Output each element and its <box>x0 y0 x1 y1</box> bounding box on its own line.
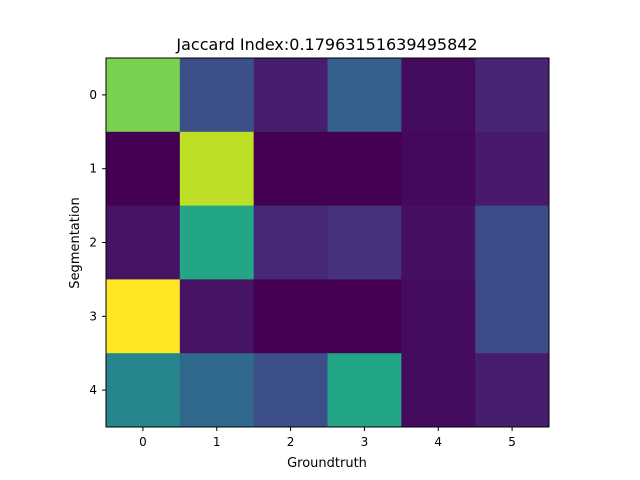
heatmap-cell-r3-c5 <box>475 279 550 354</box>
x-tick-label: 3 <box>361 435 369 449</box>
heatmap-cell-r3-c1 <box>179 279 255 354</box>
heatmap-cell-r4-c3 <box>327 353 402 428</box>
y-tick-label: 0 <box>89 88 97 102</box>
y-tick-label: 2 <box>89 236 97 250</box>
heatmap-cell-r4-c0 <box>106 353 181 428</box>
heatmap-cell-r1-c1 <box>179 131 255 207</box>
heatmap-cell-r1-c4 <box>401 131 476 207</box>
heatmap-cell-r1-c2 <box>253 131 328 207</box>
heatmap-cell-r0-c3 <box>327 58 402 133</box>
y-tick-label: 1 <box>89 162 97 176</box>
heatmap-cell-r3-c3 <box>327 279 402 354</box>
x-axis-label: Groundtruth <box>287 456 367 471</box>
heatmap-cell-r0-c5 <box>475 58 550 133</box>
heatmap-cell-r0-c0 <box>106 58 181 133</box>
heatmap-cell-r0-c4 <box>401 58 476 133</box>
y-tick-label: 4 <box>89 383 97 397</box>
y-axis-ticks: 0 1 2 3 4 <box>89 88 106 397</box>
heatmap-cell-r2-c3 <box>327 205 402 280</box>
heatmap-cell-r1-c0 <box>106 131 181 207</box>
heatmap-cell-r2-c5 <box>475 205 550 280</box>
heatmap-cell-r3-c0 <box>106 279 181 354</box>
heatmap-cell-r1-c3 <box>327 131 402 207</box>
heatmap-cell-r1-c5 <box>475 131 550 207</box>
heatmap-cell-r2-c4 <box>401 205 476 280</box>
x-tick-label: 4 <box>434 435 442 449</box>
x-tick-label: 0 <box>139 435 147 449</box>
x-tick-label: 5 <box>508 435 516 449</box>
y-axis-label: Segmentation <box>68 197 83 288</box>
x-axis-ticks: 0 1 2 3 4 5 <box>139 427 516 449</box>
heatmap-cell-r2-c2 <box>253 205 328 280</box>
heatmap-cell-r4-c4 <box>401 353 476 428</box>
heatmap-cells <box>106 58 550 428</box>
heatmap-cell-r4-c2 <box>253 353 328 428</box>
heatmap-cell-r0-c2 <box>253 58 328 133</box>
x-tick-label: 2 <box>287 435 295 449</box>
chart-title: Jaccard Index:0.17963151639495842 <box>175 35 477 54</box>
heatmap-cell-r3-c4 <box>401 279 476 354</box>
heatmap-cell-r4-c5 <box>475 353 550 428</box>
heatmap-cell-r3-c2 <box>253 279 328 354</box>
heatmap-cell-r0-c1 <box>179 58 255 133</box>
heatmap-cell-r2-c0 <box>106 205 181 280</box>
x-tick-label: 1 <box>213 435 221 449</box>
heatmap-cell-r2-c1 <box>179 205 255 280</box>
heatmap-cell-r4-c1 <box>179 353 255 428</box>
y-tick-label: 3 <box>89 309 97 323</box>
